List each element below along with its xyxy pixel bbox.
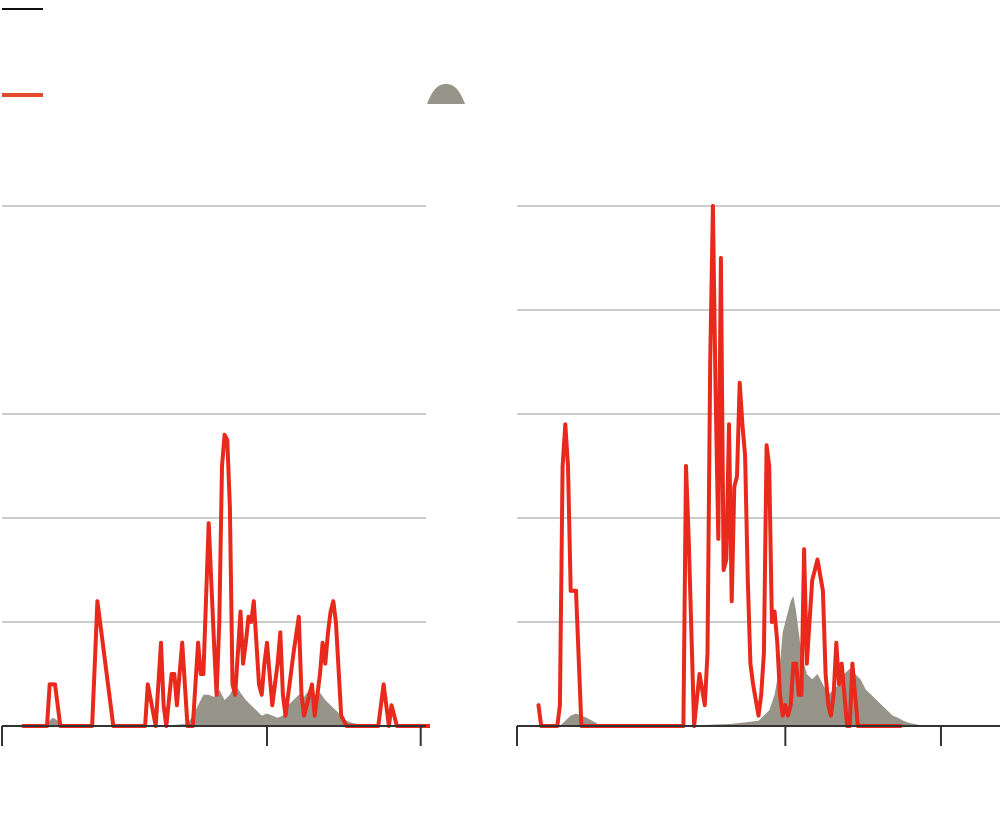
gray-area-swatch	[427, 84, 465, 104]
left-line-series	[21, 432, 430, 728]
chart-left	[1, 205, 430, 746]
legend	[2, 8, 465, 104]
right-area-series	[559, 596, 947, 726]
right-line-series	[536, 204, 903, 728]
chart-right	[516, 204, 1000, 746]
